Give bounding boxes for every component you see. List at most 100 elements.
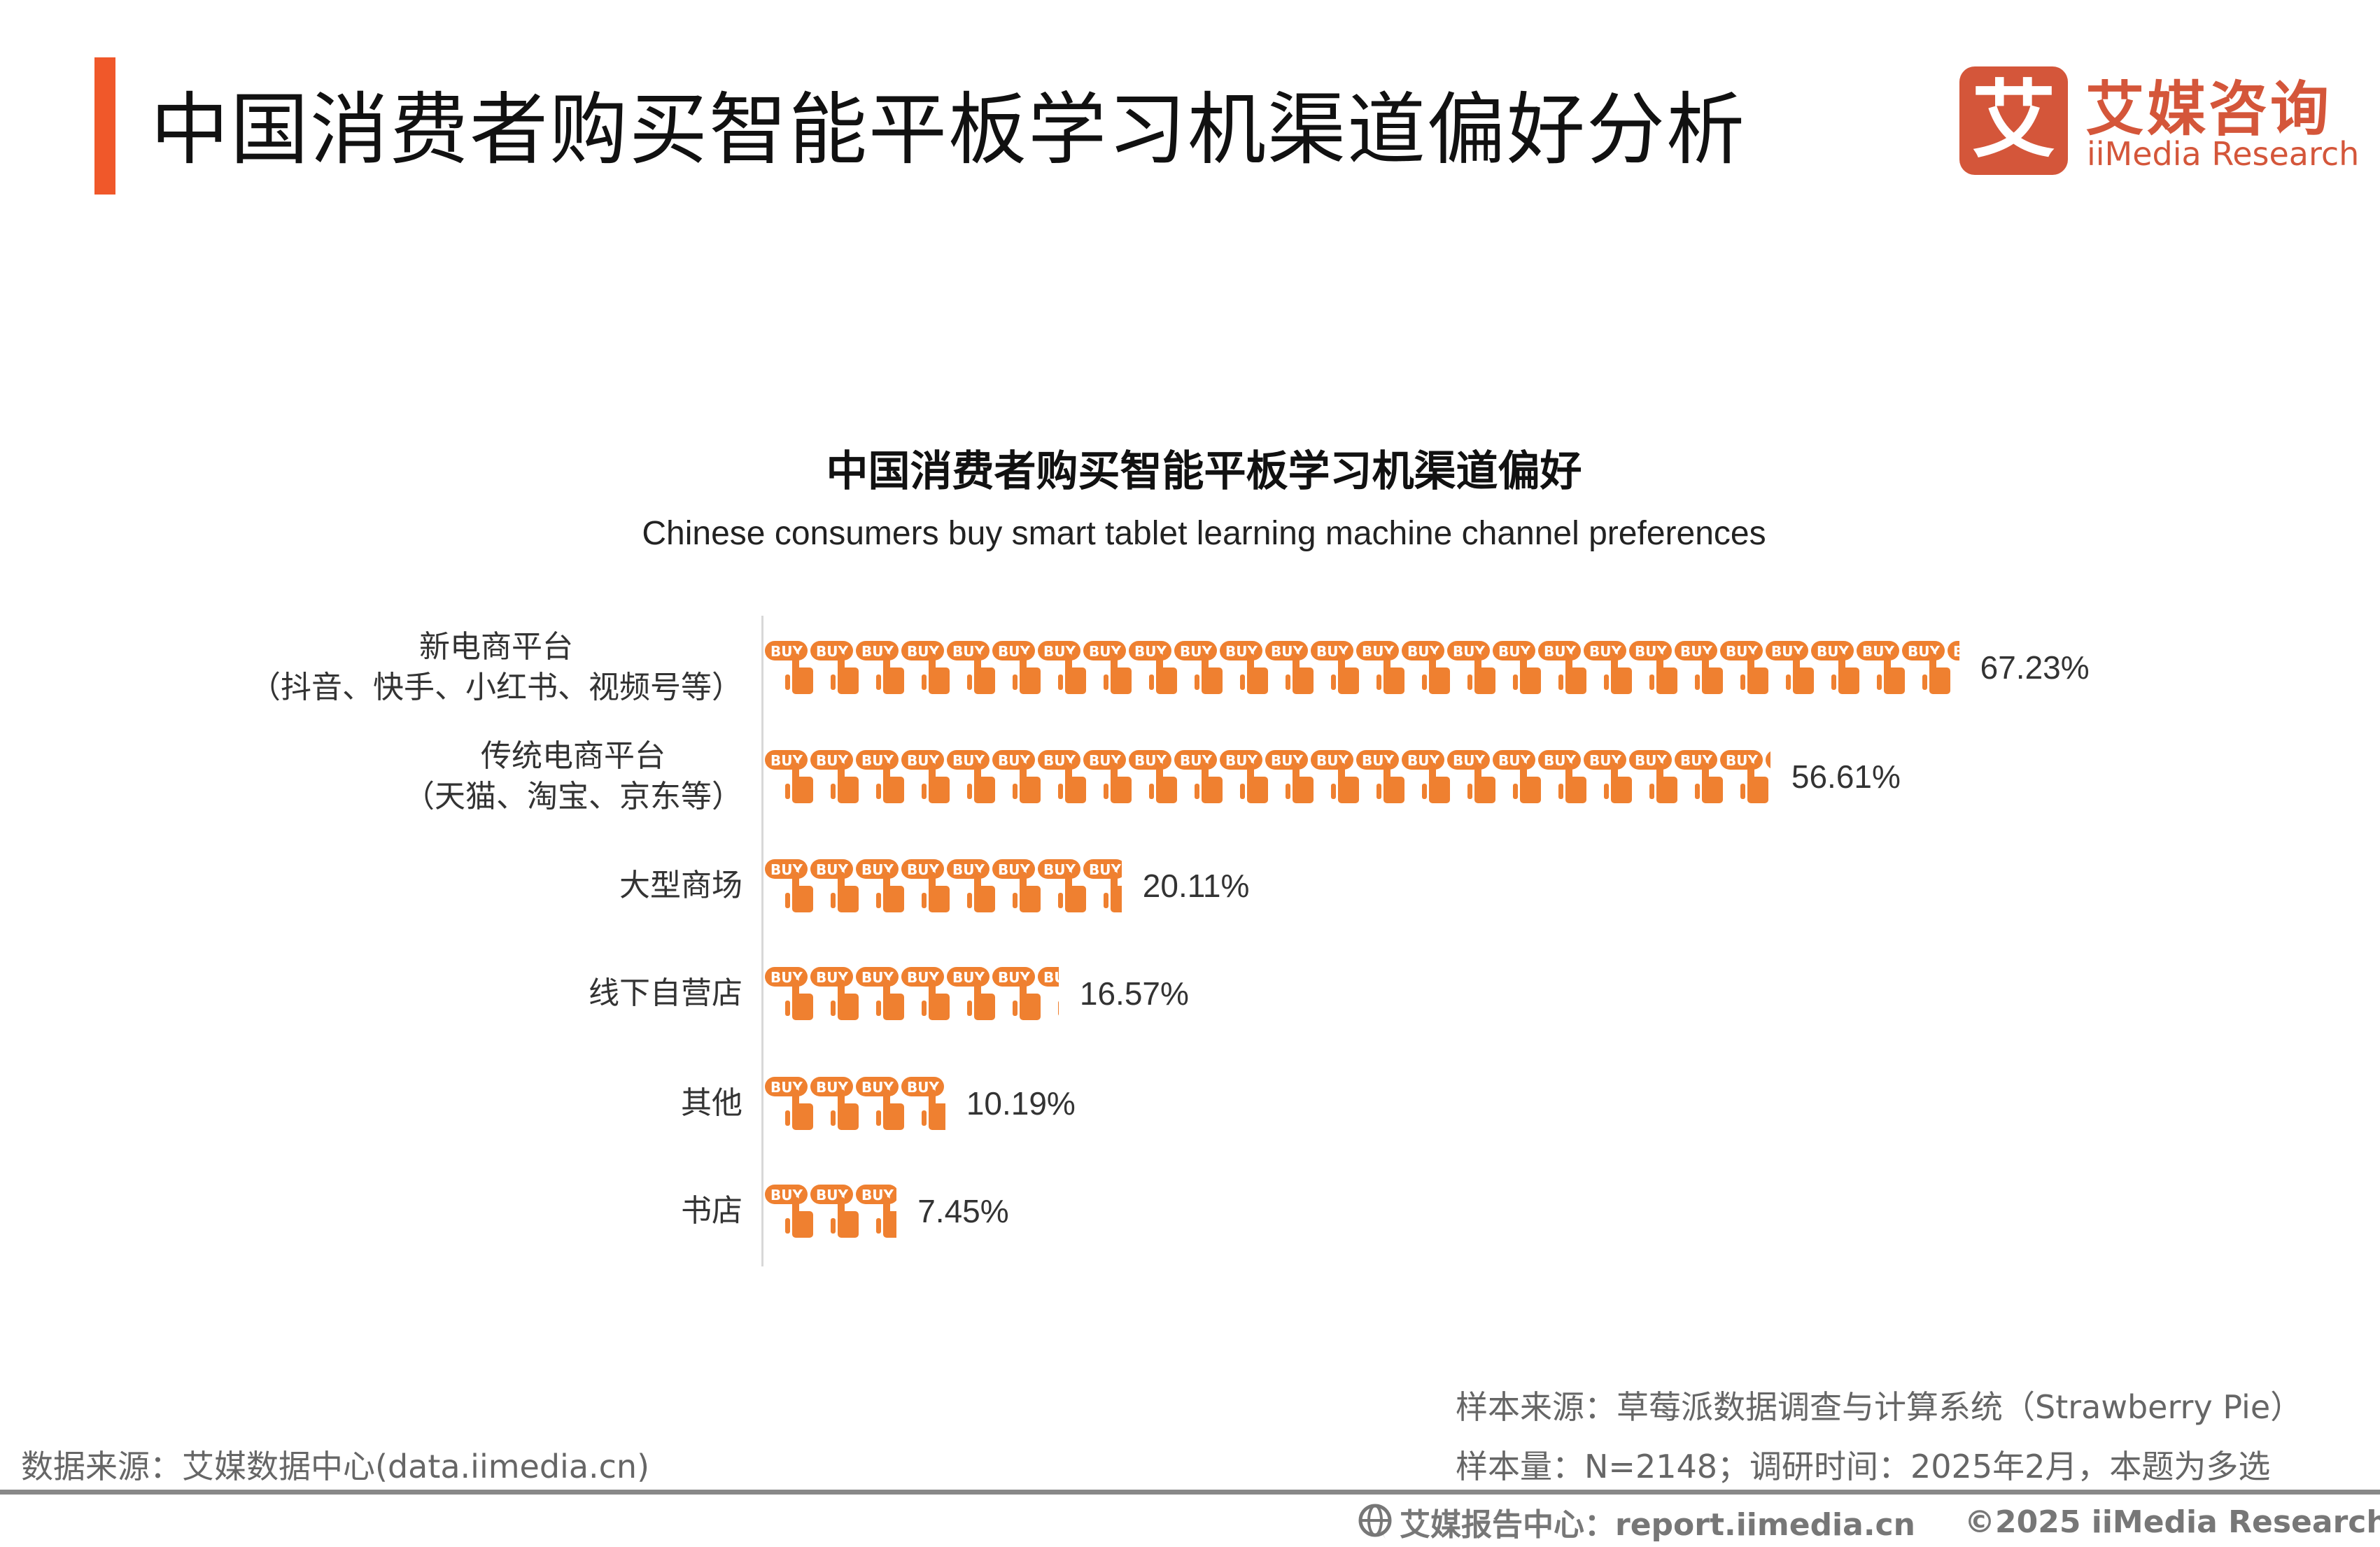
buy-button-hand-icon: BUY [1356,750,1404,803]
buy-button-hand-icon: BUY [765,1185,813,1238]
logo-en-text: iiMedia Research [2087,135,2360,173]
buy-button-hand-icon: BUY [1584,750,1632,803]
buy-button-hand-icon: BUY [1447,641,1495,694]
chart-title: 中国消费者购买智能平板学习机渠道偏好 [826,447,1582,496]
category-label-line: 其他 [681,1085,742,1121]
category-axis-line [761,616,763,1266]
buy-button-hand-icon: BUY [1402,750,1450,803]
buy-button-hand-icon: BUY [1766,641,1814,694]
category-label: 其他 [681,1083,742,1124]
buy-button-hand-icon: BUY [1447,750,1495,803]
globe-icon [1358,1504,1392,1539]
category-label-line: （抖音、快手、小红书、视频号等） [250,670,742,705]
buy-button-hand-icon: BUY [901,967,950,1020]
category-label: 大型商场 [619,866,742,906]
value-label: 20.11% [1142,868,1250,904]
data-source: 数据来源：艾媒数据中心(data.iimedia.cn) [21,1448,650,1485]
buy-button-hand-icon: BUY [1493,641,1541,694]
buy-button-hand-icon: BUY [1629,641,1677,694]
buy-button-hand-icon: BUY [1902,641,1950,694]
buy-button-hand-icon: BUY [1038,967,1059,1016]
sample-source: 样本来源：草莓派数据调查与计算系统（Strawberry Pie） [1456,1388,2303,1426]
value-label: 16.57% [1079,975,1189,1012]
bar-row: 书店 BUY BUY BUY 7.45% [0,1159,2380,1264]
buy-button-hand-icon: BUY [856,1185,897,1238]
sample-size: 样本量：N=2148；调研时间：2025年2月，本题为多选 [1456,1448,2271,1485]
buy-button-hand-icon: BUY [1174,750,1223,803]
logo-mark: 艾 [1959,66,2068,175]
buy-button-hand-icon: BUY [810,641,859,694]
buy-button-hand-icon: BUY [765,750,813,803]
iimedia-logo: 艾 艾媒咨询 iiMedia Research [1959,66,2359,178]
buy-button-hand-icon: BUY [856,967,904,1020]
buy-button-hand-icon: BUY [1220,750,1268,803]
buy-button-hand-icon: BUY [1538,641,1586,694]
buy-button-hand-icon: BUY [1584,641,1632,694]
buy-button-hand-icon: BUY [1811,641,1859,694]
buy-button-hand-icon: BUY [765,859,813,912]
buy-button-hand-icon: BUY [810,967,859,1020]
pictograph-bar: BUY BUY BUY BUY BUY BUY BUY BUY BUY BUY BUY BUY BUY B… [765,750,1770,803]
buy-button-hand-icon: BUY [765,967,813,1020]
footer-bottom: 艾媒报告中心：report.iimedia.cn ©2025 iiMedia R… [1358,1499,2380,1544]
buy-button-hand-icon: BUY [1038,641,1086,694]
buy-button-hand-icon: BUY [947,859,995,912]
buy-button-hand-icon: BUY [1129,641,1177,694]
category-label-line: 传统电商平台 [481,738,666,774]
buy-button-hand-icon: BUY [1356,641,1404,694]
bar-row: 新电商平台 （抖音、快手、小红书、视频号等） BUY BUY BUY BUY BUY BUY B… [0,615,2380,720]
buy-button-hand-icon: BUY [765,1077,813,1130]
buy-button-hand-icon: BUY [810,1077,859,1130]
pictograph-bar: BUY BUY BUY [765,1185,897,1238]
buy-button-hand-icon: BUY [1083,750,1132,803]
value-label: 10.19% [966,1085,1076,1122]
buy-button-hand-icon: BUY [947,967,995,1020]
buy-button-hand-icon: BUY [810,750,859,803]
value-label: 56.61% [1791,758,1901,795]
buy-button-hand-icon: BUY [1038,750,1086,803]
buy-button-hand-icon: BUY [856,641,904,694]
buy-button-hand-icon: BUY [1174,641,1223,694]
buy-button-hand-icon: BUY [765,641,813,694]
svg-text:BUY: BUY [1043,969,1059,986]
category-label: 书店 [681,1191,742,1231]
buy-button-hand-icon: BUY [1220,641,1268,694]
pictograph-bar: BUY BUY BUY BUY BUY BUY BUY BUY BUY BUY BUY BUY BUY B… [765,641,1959,694]
buy-button-hand-icon: BUY [947,641,995,694]
buy-button-hand-icon: BUY [810,859,859,912]
page-title: 中国消费者购买智能平板学习机渠道偏好分析 [150,85,1746,176]
buy-button-hand-icon: BUY [992,750,1041,803]
buy-button-hand-icon: BUY [901,641,950,694]
buy-button-hand-icon: BUY [947,750,995,803]
buy-button-hand-icon: BUY [856,750,904,803]
category-label-line: （天猫、淘宝、京东等） [404,779,742,814]
buy-button-hand-icon: BUY [1129,750,1177,803]
chart-subtitle: Chinese consumers buy smart tablet learn… [642,515,1766,552]
buy-button-hand-icon: BUY [1083,859,1122,912]
bar-row: 大型商场 BUY BUY BUY BUY BUY BUY BUY BUY 20.11% [0,833,2380,938]
title-accent-bar [94,57,115,195]
buy-button-hand-icon: BUY [810,1185,859,1238]
buy-button-hand-icon: BUY [1311,641,1359,694]
category-label: 线下自营店 [589,973,742,1014]
category-label-line: 线下自营店 [589,975,742,1011]
buy-button-hand-icon: BUY [992,967,1041,1020]
buy-button-hand-icon: BUY [992,859,1041,912]
buy-button-hand-icon: BUY [1083,641,1132,694]
buy-button-hand-icon: BUY [1629,750,1677,803]
category-label-line: 书店 [681,1193,742,1229]
buy-button-hand-icon: BUY [1402,641,1450,694]
value-label: 7.45% [917,1193,1009,1229]
buy-button-hand-icon: BUY [1720,641,1768,694]
buy-button-hand-icon: BUY [992,641,1041,694]
value-label: 67.23% [1980,649,2090,686]
buy-button-hand-icon: BUY [1675,641,1723,694]
category-label-line: 大型商场 [619,868,742,903]
buy-button-hand-icon: BUY [1265,750,1314,803]
pictograph-bar: BUY BUY BUY BUY BUY BUY BUY BUY [765,859,1122,912]
buy-button-hand-icon: BUY [1493,750,1541,803]
buy-button-hand-icon: BUY [1675,750,1723,803]
buy-button-hand-icon: BUY [1538,750,1586,803]
buy-button-hand-icon: BUY [1948,641,1959,661]
